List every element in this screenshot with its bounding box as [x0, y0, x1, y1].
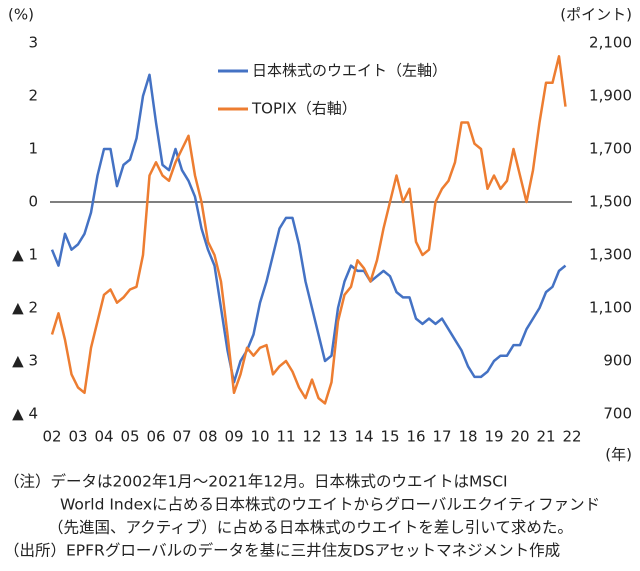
x-tick-label: 02 — [42, 428, 61, 446]
x-tick-label: 19 — [484, 428, 503, 446]
x-tick-label: 21 — [536, 428, 555, 446]
x-tick-label: 03 — [68, 428, 87, 446]
y-tick-label: ▲ 2 — [12, 299, 38, 317]
y2-tick-label: 1,100 — [589, 299, 632, 317]
y2-axis-label: (ポイント) — [560, 6, 632, 24]
x-tick-label: 14 — [354, 428, 373, 446]
legend-label: 日本株式のウエイト（左軸） — [252, 62, 447, 80]
x-tick-label: 22 — [562, 428, 581, 446]
x-tick-label: 08 — [198, 428, 217, 446]
note: （出所）EPFRグローバルのデータを基に三井住友DSアセットマネジメント作成 — [4, 541, 560, 560]
y2-tick-label: 700 — [603, 405, 632, 423]
x-tick-label: 17 — [432, 428, 451, 446]
y2-tick-label: 2,100 — [589, 34, 632, 52]
x-tick-label: 12 — [302, 428, 321, 446]
note: （先進国、アクティブ）に占める日本株式のウエイトを差し引いて求めた。 — [48, 518, 573, 537]
y-tick-label: 1 — [28, 140, 38, 158]
x-tick-label: 06 — [146, 428, 165, 446]
y2-tick-label: 1,500 — [589, 193, 632, 211]
y-tick-label: ▲ 1 — [12, 246, 38, 264]
x-tick-label: 15 — [380, 428, 399, 446]
x-tick-label: 16 — [406, 428, 425, 446]
x-tick-label: 09 — [224, 428, 243, 446]
x-tick-label: 18 — [458, 428, 477, 446]
x-tick-label: 05 — [120, 428, 139, 446]
x-tick-label: 07 — [172, 428, 191, 446]
x-axis-label: (年) — [605, 446, 632, 464]
series-line — [50, 55, 567, 405]
x-tick-label: 13 — [328, 428, 347, 446]
y-axis-label: (%) — [8, 6, 34, 24]
y-tick-label: 3 — [28, 34, 38, 52]
x-tick-label: 20 — [510, 428, 529, 446]
y-tick-label: 0 — [28, 193, 38, 211]
x-tick-label: 10 — [250, 428, 269, 446]
y2-tick-label: 1,900 — [589, 87, 632, 105]
y-tick-label: ▲ 3 — [12, 352, 38, 370]
y-tick-label: ▲ 4 — [12, 405, 38, 423]
y2-tick-label: 1,300 — [589, 246, 632, 264]
x-tick-label: 04 — [94, 428, 113, 446]
y-tick-label: 2 — [28, 87, 38, 105]
note: （注）データは2002年1月～2021年12月。日本株式のウエイトはMSCI — [4, 472, 508, 491]
x-tick-label: 11 — [276, 428, 295, 446]
series-line — [50, 73, 567, 384]
y2-tick-label: 900 — [603, 352, 632, 370]
note: World Indexに占める日本株式のウエイトからグローバルエクイティファンド — [60, 496, 600, 514]
y2-tick-label: 1,700 — [589, 140, 632, 158]
legend-label: TOPIX（右軸） — [251, 100, 357, 118]
